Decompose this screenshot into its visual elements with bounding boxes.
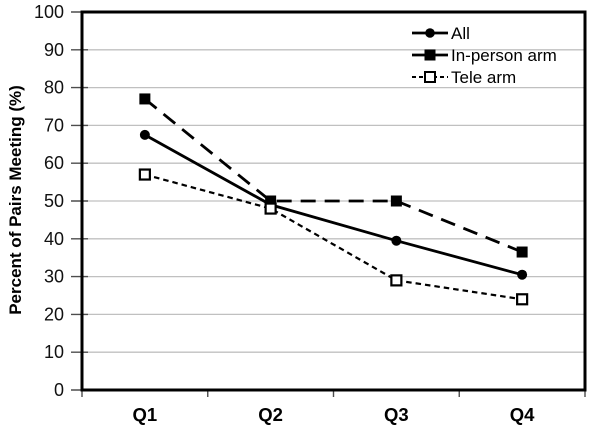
- marker-in-person-arm: [390, 195, 402, 207]
- legend-item-all: All: [411, 22, 557, 44]
- y-axis-title: Percent of Pairs Meeting (%): [6, 85, 25, 315]
- y-tick-label: 0: [54, 380, 64, 400]
- marker-all: [517, 269, 528, 280]
- y-tick-label: 20: [44, 304, 64, 324]
- legend-label-all: All: [451, 23, 470, 43]
- y-tick-label: 40: [44, 229, 64, 249]
- x-category-label: Q4: [510, 404, 535, 425]
- y-tick-label: 100: [34, 2, 64, 22]
- series-line-in-person-arm: [143, 97, 523, 254]
- marker-tele-arm: [516, 293, 529, 306]
- y-tick-label: 80: [44, 78, 64, 98]
- x-category-label: Q3: [384, 404, 409, 425]
- x-category-label: Q1: [133, 404, 158, 425]
- marker-all: [139, 129, 150, 140]
- legend: All In-person arm Tele arm: [411, 22, 557, 88]
- marker-tele-arm: [264, 202, 277, 215]
- legend-item-in-person-arm: In-person arm: [411, 44, 557, 66]
- legend-label-tele-arm: Tele arm: [451, 67, 517, 87]
- series-line-all: [144, 133, 523, 277]
- y-tick-label: 30: [44, 267, 64, 287]
- x-category-label: Q2: [258, 404, 283, 425]
- legend-swatch-solid-circle-icon: [412, 28, 448, 38]
- marker-in-person-arm: [265, 195, 277, 207]
- y-tick-label: 70: [44, 115, 64, 135]
- marker-tele-arm: [138, 168, 151, 181]
- y-tick-label: 50: [44, 191, 64, 211]
- marker-tele-arm: [390, 274, 403, 287]
- marker-all: [391, 235, 402, 246]
- plot-border: [80, 10, 587, 392]
- legend-swatch-dotted-open-square-icon: [412, 71, 448, 83]
- legend-item-tele-arm: Tele arm: [411, 66, 557, 88]
- legend-swatch-dash-filled-square-icon: [412, 49, 448, 61]
- y-tick-label: 10: [44, 342, 64, 362]
- marker-in-person-arm: [139, 93, 151, 105]
- marker-in-person-arm: [516, 246, 528, 258]
- legend-label-in-person-arm: In-person arm: [451, 45, 557, 65]
- y-tick-label: 90: [44, 40, 64, 60]
- y-tick-label: 60: [44, 153, 64, 173]
- series-line-tele-arm: [144, 173, 523, 301]
